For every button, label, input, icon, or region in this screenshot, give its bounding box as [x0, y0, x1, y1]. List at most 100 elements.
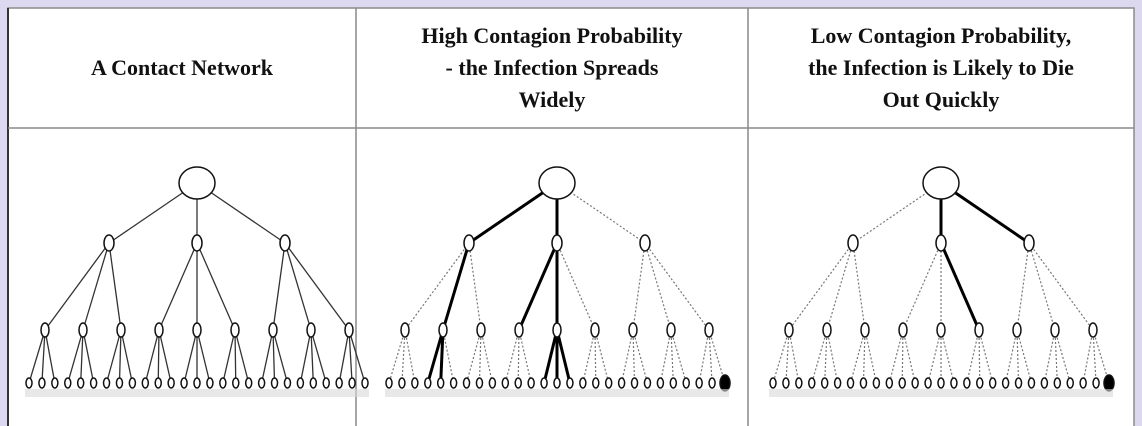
tree-edge — [196, 329, 211, 384]
tree-node — [1012, 322, 1022, 338]
tree-node — [551, 234, 563, 252]
tree-node — [438, 322, 448, 338]
tree-edge — [118, 329, 122, 384]
tree-node — [822, 322, 832, 338]
tree-edge — [80, 329, 84, 384]
tree-edge — [348, 329, 366, 384]
tree-node — [335, 377, 343, 389]
tree-edge — [401, 329, 406, 384]
tree-node — [257, 377, 266, 389]
tree-node — [488, 377, 497, 389]
tree-node — [974, 322, 984, 338]
tree-node — [309, 377, 318, 389]
tree-edge — [1028, 242, 1056, 331]
tree-edge — [1043, 329, 1056, 384]
tree-edge — [594, 329, 597, 384]
tree-edge — [517, 329, 520, 384]
tree-edge — [222, 329, 236, 384]
tree-node — [708, 377, 716, 389]
tree-node — [102, 377, 111, 389]
tree-edge — [348, 329, 353, 384]
tree-node — [860, 322, 870, 338]
tree-edge — [518, 329, 532, 384]
tree-edge — [1092, 329, 1097, 384]
tree-node — [656, 377, 665, 389]
tree-node — [154, 322, 164, 338]
tree-edge — [260, 329, 274, 384]
tree-node — [976, 377, 984, 389]
tree-node — [782, 377, 790, 389]
tree-edge — [439, 329, 445, 384]
tree-edge — [632, 329, 636, 384]
tree-edge — [404, 329, 416, 384]
tree-edge — [465, 329, 482, 384]
tree-edge — [82, 329, 95, 384]
tree-node — [847, 234, 859, 252]
tree-node — [1023, 234, 1035, 252]
tree-edge — [480, 329, 493, 384]
tree-node — [669, 377, 678, 389]
tree-node — [1014, 377, 1023, 389]
tree-edge — [659, 329, 672, 384]
ground-shadow — [25, 389, 369, 397]
tree-node — [51, 377, 59, 389]
tree-edge — [1082, 329, 1094, 384]
tree-node — [1088, 322, 1098, 338]
tree-edge — [1005, 329, 1018, 384]
tree-edge — [144, 329, 160, 384]
tree-edge — [426, 329, 445, 384]
tree-edge — [310, 329, 327, 384]
tree-edge — [284, 242, 350, 331]
tree-node — [682, 377, 690, 389]
tree-node — [704, 322, 714, 338]
tree-node — [244, 377, 253, 389]
tree-node — [922, 166, 960, 200]
tree-edge — [272, 329, 276, 384]
tree-node — [617, 377, 626, 389]
tree-edge — [852, 242, 866, 331]
tree-edge — [338, 329, 350, 384]
tree-edge — [811, 329, 828, 384]
tree-node — [344, 322, 354, 338]
tree-edge — [183, 329, 198, 384]
tree-node — [462, 377, 471, 389]
tree-node — [538, 166, 576, 200]
tree-node — [566, 377, 574, 389]
tree-node — [935, 234, 947, 252]
tree-node — [924, 377, 932, 389]
tree-edge — [772, 329, 790, 384]
tree-edge — [388, 329, 406, 384]
tree-edge — [517, 242, 559, 331]
tree-node — [552, 322, 562, 338]
tree-node — [898, 322, 908, 338]
tree-node — [180, 377, 188, 389]
tree-node — [141, 377, 150, 389]
tree-node — [116, 322, 126, 338]
tree-node — [1092, 377, 1100, 389]
tree-edge — [864, 329, 877, 384]
tree-edge — [310, 329, 314, 384]
tree-node — [154, 377, 162, 389]
tree-edge — [670, 329, 687, 384]
tree-edge — [862, 329, 866, 384]
tree-node — [988, 377, 997, 389]
column-header: - the Infection Spreads — [446, 55, 659, 80]
column-header: Out Quickly — [883, 87, 1000, 112]
tree-node — [436, 377, 445, 389]
tree-edge — [939, 242, 981, 331]
column-header: A Contact Network — [91, 55, 274, 80]
tree-node — [230, 322, 240, 338]
tree-edge — [902, 329, 916, 384]
tree-node — [1040, 377, 1049, 389]
tree-node — [639, 234, 651, 252]
tree-edge — [41, 329, 46, 384]
tree-edge — [44, 242, 110, 331]
tree-node — [501, 377, 510, 389]
tree-edge — [849, 329, 866, 384]
tree-edge — [234, 329, 250, 384]
tree-node — [322, 377, 330, 389]
tree-node — [695, 377, 703, 389]
tree-edge — [826, 329, 839, 384]
tree-node — [475, 377, 484, 389]
